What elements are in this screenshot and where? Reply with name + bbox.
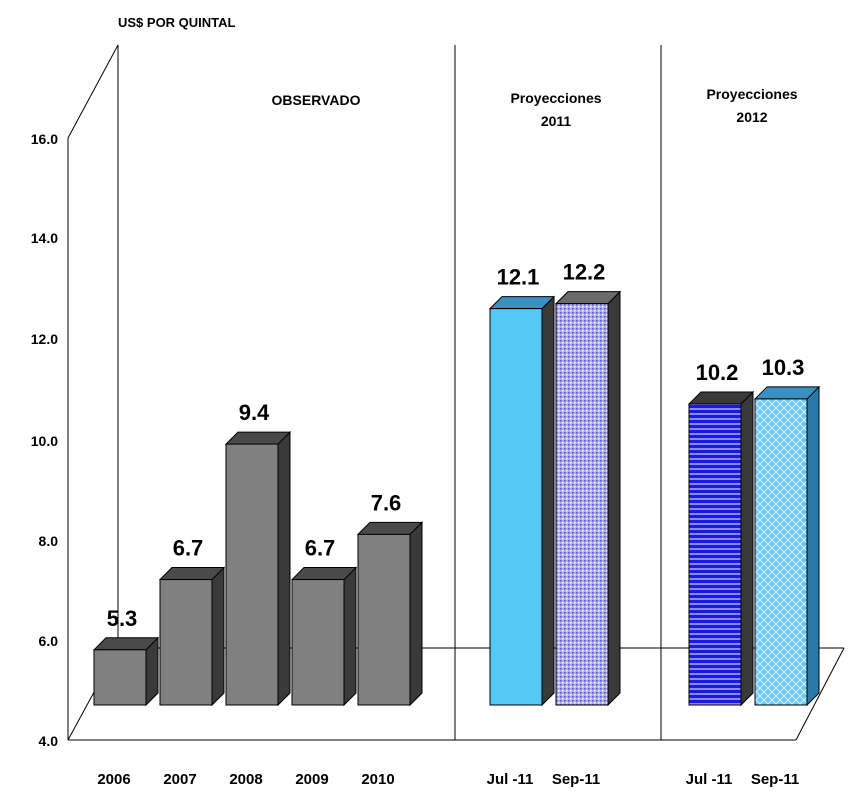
y-tick-label: 14.0 — [31, 230, 58, 246]
bar-side — [211, 566, 225, 707]
section-labels: OBSERVADO Proyecciones 2011 Proyecciones 201… — [272, 86, 798, 129]
bar-top — [554, 291, 622, 305]
y-tick-label: 16.0 — [31, 131, 58, 147]
x-tick-label: 2007 — [163, 771, 196, 788]
value-label: 10.2 — [696, 360, 739, 385]
y-axis-unit-label: US$ POR QUINTAL — [118, 15, 236, 30]
value-label: 5.3 — [107, 606, 138, 631]
bar — [225, 443, 279, 706]
bar-top — [290, 567, 358, 581]
x-tick-label: Sep-11 — [552, 771, 600, 788]
value-label: 12.1 — [497, 265, 540, 290]
x-tick-label: Jul -11 — [686, 771, 733, 788]
value-label: 6.7 — [305, 536, 336, 561]
bar-top — [92, 637, 160, 651]
bars — [92, 290, 821, 707]
bar-side — [277, 430, 291, 707]
bar — [688, 403, 742, 706]
section-label: 2011 — [541, 113, 572, 129]
x-tick-label: 2009 — [295, 771, 328, 788]
value-label: 10.3 — [762, 355, 805, 380]
bar-top — [356, 521, 424, 535]
bar — [489, 308, 543, 706]
x-tick-label: 2006 — [97, 771, 130, 788]
value-labels: 5.3 6.7 9.4 6.7 7.6 12.1 12.2 10.2 10.3 — [107, 260, 805, 631]
bar-top — [687, 391, 755, 405]
value-label: 7.6 — [371, 490, 402, 515]
bar-side — [343, 566, 357, 707]
y-tick-label: 6.0 — [39, 633, 59, 649]
bar — [93, 649, 147, 706]
bar-top — [158, 567, 226, 581]
x-tick-label: Jul -11 — [487, 771, 534, 788]
section-label: Proyecciones — [706, 86, 797, 102]
bar — [357, 533, 411, 706]
bar-top — [488, 296, 556, 310]
section-label: OBSERVADO — [272, 92, 361, 108]
value-label: 12.2 — [563, 260, 606, 285]
x-axis-labels: 2006 2007 2008 2009 2010 Jul -11 Sep-11 Jul -11… — [97, 771, 799, 788]
x-tick-label: 2008 — [229, 771, 262, 788]
x-tick-label: 2010 — [361, 771, 394, 788]
y-tick-label: 10.0 — [31, 433, 58, 449]
bar-side — [740, 390, 754, 707]
y-tick-label: 4.0 — [39, 733, 59, 749]
bar-side — [541, 295, 555, 707]
value-label: 6.7 — [173, 536, 204, 561]
x-tick-label: Sep-11 — [751, 771, 799, 788]
bar — [291, 579, 345, 706]
bar-side — [607, 290, 621, 707]
section-label: 2012 — [736, 109, 767, 125]
bar-side — [409, 521, 423, 707]
y-tick-label: 8.0 — [39, 533, 59, 549]
bar — [754, 398, 808, 706]
bar-top — [224, 431, 292, 445]
value-label: 9.4 — [239, 400, 270, 425]
y-tick-label: 12.0 — [31, 331, 58, 347]
y-axis-ticks: 4.0 6.0 8.0 10.0 12.0 14.0 16.0 — [31, 131, 58, 749]
section-label: Proyecciones — [510, 90, 601, 106]
bar — [555, 303, 609, 706]
bar-top — [753, 386, 821, 400]
bar-side — [806, 385, 820, 707]
section-dividers — [454, 45, 662, 740]
bar — [159, 579, 213, 706]
